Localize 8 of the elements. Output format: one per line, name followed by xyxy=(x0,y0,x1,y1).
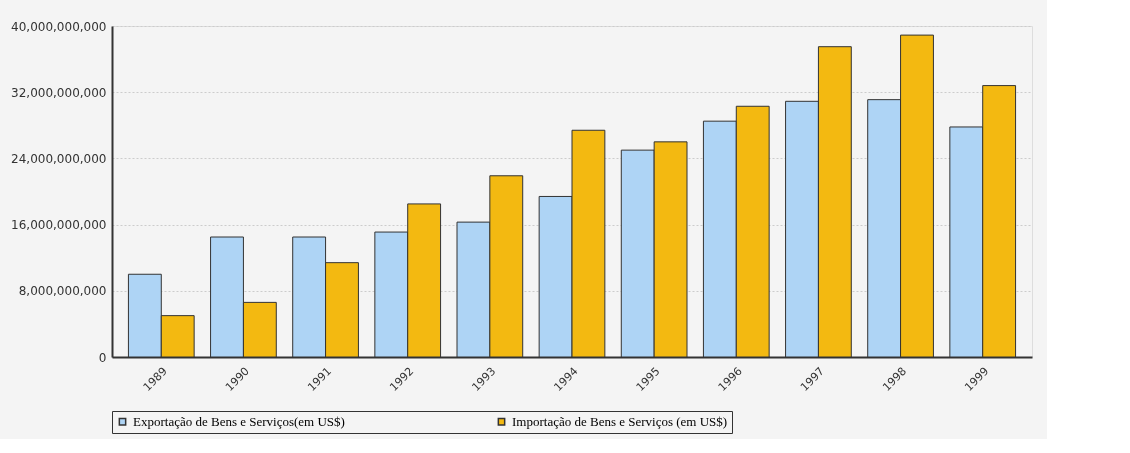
y-tick-label: 0 xyxy=(98,350,107,365)
y-tick-label: 16,000,000,000 xyxy=(11,218,107,233)
y-tick-label: 32,000,000,000 xyxy=(11,85,107,100)
y-tick-label: 40,000,000,000 xyxy=(11,19,107,34)
y-tick-label: 24,000,000,000 xyxy=(11,151,107,166)
legend-label: Importação de Bens e Serviços (em US$) xyxy=(512,413,728,429)
y-tick-label: 8,000,000,000 xyxy=(18,284,107,299)
legend-label: Exportação de Bens e Serviços(em US$) xyxy=(133,413,345,429)
